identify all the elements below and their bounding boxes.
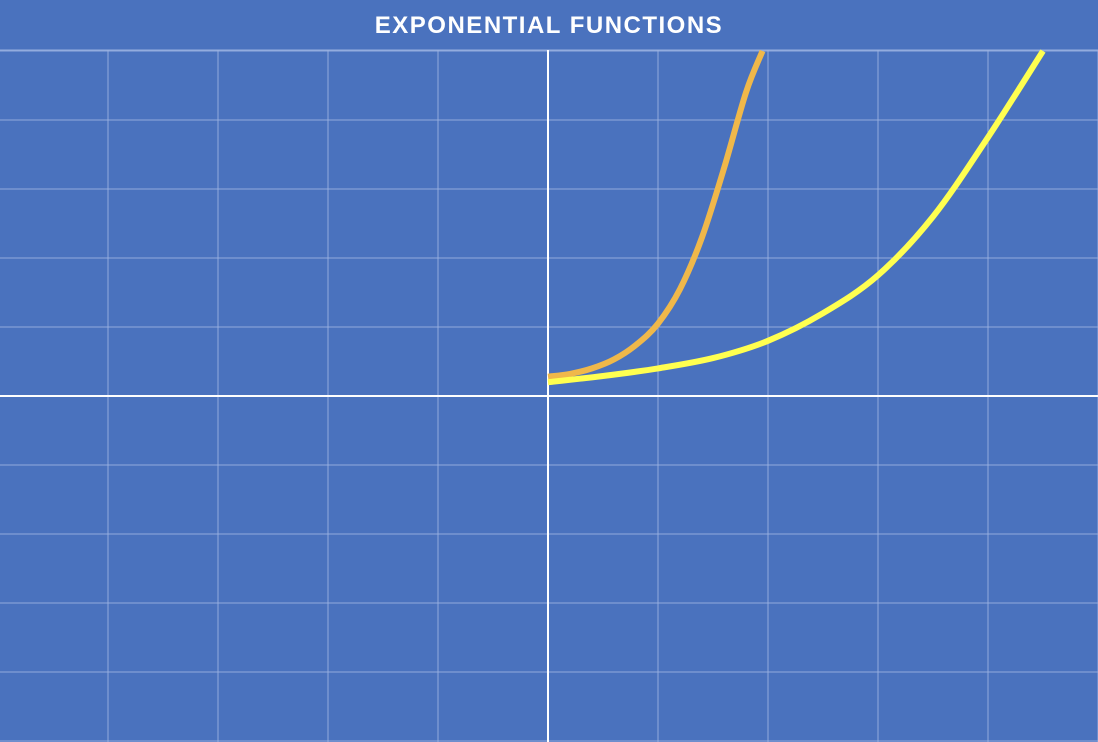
axes	[0, 50, 1098, 742]
series-group	[547, 49, 1046, 386]
series-line-2	[547, 49, 1046, 386]
chart-title: EXPONENTIAL FUNCTIONS	[374, 12, 724, 39]
series-line-1	[547, 49, 766, 380]
